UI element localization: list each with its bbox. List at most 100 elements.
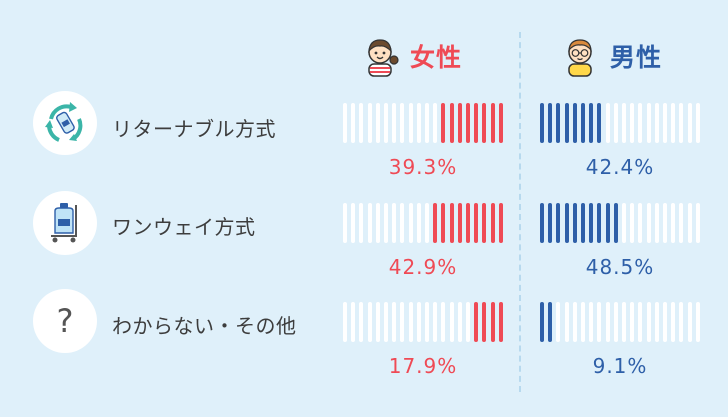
bar-tick	[466, 203, 471, 243]
bar-tick	[408, 302, 413, 342]
bar-tick	[367, 302, 372, 342]
bar-tick	[663, 203, 668, 243]
bar-tick	[367, 103, 372, 143]
bar-tick	[613, 103, 618, 143]
bar-tick	[679, 203, 684, 243]
bar-tick	[482, 203, 487, 243]
male-bar-returnable	[540, 103, 700, 143]
female-label-returnable: 39.3%	[388, 155, 458, 179]
bar-tick	[474, 302, 479, 342]
bar-tick	[572, 103, 577, 143]
bar-tick	[425, 302, 430, 342]
bar-tick	[589, 203, 594, 243]
bar-tick	[474, 203, 479, 243]
bar-tick	[564, 103, 569, 143]
bar-tick	[622, 103, 627, 143]
bar-tick	[622, 302, 627, 342]
bar-tick	[687, 302, 692, 342]
bar-tick	[466, 302, 471, 342]
bar-tick	[540, 302, 544, 342]
recycle-bottle-icon	[45, 102, 83, 142]
bar-tick	[392, 203, 397, 243]
male-label-oneway: 48.5%	[585, 255, 655, 279]
bar-tick	[622, 203, 627, 243]
bar-tick	[695, 302, 700, 342]
female-header-label: 女性	[410, 43, 463, 72]
bar-tick	[671, 103, 676, 143]
column-divider	[519, 32, 521, 392]
bar-tick	[359, 302, 364, 342]
category-label-oneway: ワンウェイ方式	[112, 215, 256, 239]
bar-tick	[695, 103, 700, 143]
bar-tick	[613, 302, 618, 342]
bar-tick	[548, 103, 553, 143]
female-bar-unknown	[343, 302, 503, 342]
bar-tick	[646, 103, 651, 143]
bar-tick	[441, 302, 446, 342]
bar-tick	[400, 302, 405, 342]
bar-tick	[457, 103, 462, 143]
bar-tick	[343, 103, 347, 143]
bar-tick	[343, 302, 347, 342]
female-bar-oneway	[343, 203, 503, 243]
bar-tick	[433, 103, 438, 143]
bar-tick	[498, 302, 503, 342]
female-header: 女性	[358, 34, 462, 78]
returnable-icon-circle	[33, 91, 97, 155]
bar-tick	[564, 203, 569, 243]
bar-tick	[384, 203, 389, 243]
oneway-icon-circle	[33, 191, 97, 255]
bar-tick	[441, 103, 446, 143]
girl-avatar-icon	[368, 39, 399, 77]
male-label-returnable: 42.4%	[585, 155, 655, 179]
bar-tick	[490, 203, 495, 243]
bar-tick	[408, 203, 413, 243]
bar-tick	[564, 302, 569, 342]
bar-tick	[351, 203, 356, 243]
bar-tick	[695, 203, 700, 243]
bar-tick	[482, 302, 487, 342]
male-bar-oneway	[540, 203, 700, 243]
bar-tick	[449, 103, 454, 143]
bar-tick	[416, 203, 421, 243]
bar-tick	[605, 203, 610, 243]
male-header-label: 男性	[610, 43, 663, 72]
bar-tick	[416, 103, 421, 143]
bar-tick	[597, 203, 602, 243]
bar-tick	[671, 302, 676, 342]
bar-tick	[400, 103, 405, 143]
bar-tick	[359, 203, 364, 243]
female-bar-returnable	[343, 103, 503, 143]
bar-tick	[646, 203, 651, 243]
bar-tick	[663, 103, 668, 143]
bar-tick	[654, 302, 659, 342]
bar-tick	[540, 203, 544, 243]
bar-tick	[367, 203, 372, 243]
bar-tick	[638, 302, 643, 342]
bar-tick	[359, 103, 364, 143]
bar-tick	[449, 302, 454, 342]
bar-tick	[433, 302, 438, 342]
bar-tick	[679, 302, 684, 342]
bar-tick	[466, 103, 471, 143]
bar-tick	[654, 103, 659, 143]
bar-tick	[679, 103, 684, 143]
female-label-unknown: 17.9%	[388, 354, 458, 378]
bar-tick	[646, 302, 651, 342]
bar-tick	[384, 302, 389, 342]
bar-tick	[498, 103, 503, 143]
bar-tick	[630, 103, 635, 143]
male-label-unknown: 9.1%	[592, 354, 648, 378]
bar-tick	[408, 103, 413, 143]
male-bar-unknown	[540, 302, 700, 342]
question-icon: ?	[56, 302, 74, 340]
bar-tick	[375, 203, 380, 243]
bar-tick	[581, 103, 586, 143]
bar-tick	[400, 203, 405, 243]
bar-tick	[416, 302, 421, 342]
bar-tick	[343, 203, 347, 243]
bar-tick	[351, 103, 356, 143]
category-label-returnable: リターナブル方式	[112, 117, 276, 141]
bar-tick	[597, 103, 602, 143]
bar-tick	[490, 302, 495, 342]
